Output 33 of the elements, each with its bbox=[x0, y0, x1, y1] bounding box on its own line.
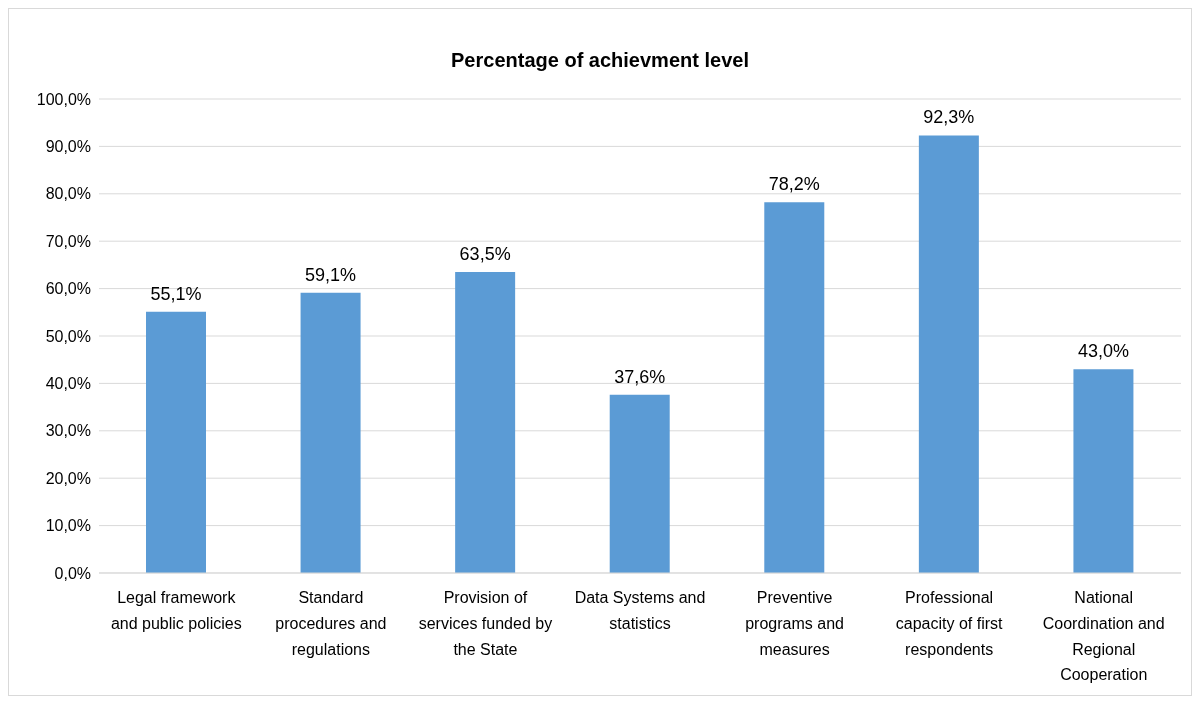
bar bbox=[1073, 369, 1134, 573]
data-label: 59,1% bbox=[305, 264, 357, 285]
data-label: 37,6% bbox=[614, 366, 666, 387]
y-tick-label: 80,0% bbox=[45, 185, 91, 203]
data-label: 55,1% bbox=[150, 283, 202, 304]
data-label: 43,0% bbox=[1077, 341, 1129, 362]
data-label: 63,5% bbox=[459, 244, 511, 265]
bar bbox=[764, 202, 825, 573]
x-tick-label: Data Systems and statistics bbox=[574, 589, 706, 632]
x-tick-label: Provision of services funded by the State bbox=[418, 589, 553, 658]
y-tick-label: 90,0% bbox=[45, 138, 91, 156]
bar bbox=[918, 135, 979, 573]
data-label: 78,2% bbox=[768, 174, 820, 195]
data-label: 92,3% bbox=[923, 107, 975, 128]
x-tick-label: Preventive programs and measures bbox=[745, 589, 844, 658]
y-tick-label: 10,0% bbox=[45, 517, 91, 535]
bar bbox=[146, 311, 206, 573]
bar bbox=[455, 272, 516, 573]
y-tick-label: 30,0% bbox=[45, 422, 91, 440]
y-tick-label: 20,0% bbox=[45, 469, 91, 487]
y-tick-label: 60,0% bbox=[45, 280, 91, 298]
x-tick-label: Standard procedures and regulations bbox=[275, 589, 387, 658]
chart-title: Percentage of achievment level bbox=[450, 49, 750, 73]
y-tick-label: 100,0% bbox=[36, 90, 91, 108]
x-tick-label: National Coordination and Regional Cooperation bbox=[1042, 589, 1165, 684]
y-tick-label: 0,0% bbox=[54, 564, 91, 582]
y-tick-label: 40,0% bbox=[45, 375, 91, 393]
y-tick-label: 70,0% bbox=[45, 232, 91, 250]
x-tick-label: Professional capacity of first respondents bbox=[895, 589, 1004, 658]
x-tick-label: Legal framework and public policies bbox=[110, 589, 242, 632]
bar bbox=[300, 292, 361, 573]
y-tick-label: 50,0% bbox=[45, 327, 91, 345]
bar bbox=[609, 394, 670, 573]
